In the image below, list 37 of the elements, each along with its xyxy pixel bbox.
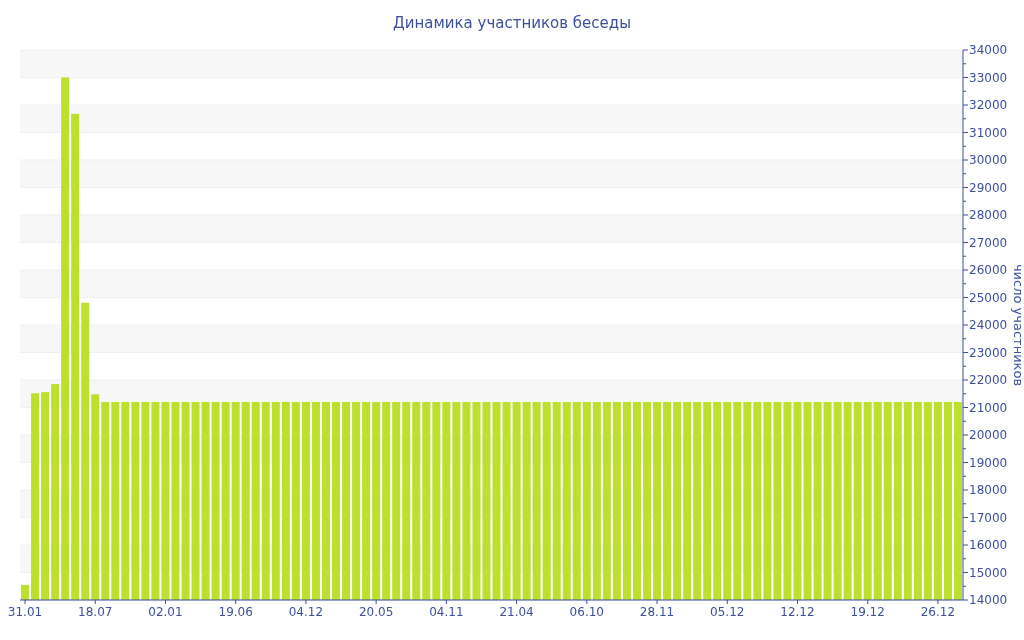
y2-tick-label: 17000 xyxy=(969,510,1008,525)
chart-title: Динамика участников беседы xyxy=(392,14,632,32)
x-tick-label: 04.12 xyxy=(288,605,324,619)
y2-tick-label: 30000 xyxy=(969,153,1008,167)
y2-tick-label: 21000 xyxy=(969,400,1008,415)
y2-tick-label: 26000 xyxy=(969,263,1008,277)
y2-tick-label: 18000 xyxy=(969,483,1008,497)
x-tick-label: 02.01 xyxy=(148,605,183,619)
x-tick-label: 06.10 xyxy=(569,605,604,619)
y2-tick-label: 23000 xyxy=(969,345,1008,360)
x-tick-label: 28.11 xyxy=(639,605,675,619)
x-tick-label: 26.12 xyxy=(920,605,956,619)
y2-axis-title: число участников xyxy=(1011,263,1024,387)
x-tick-label: 18.07 xyxy=(78,605,113,619)
y2-tick-label: 16000 xyxy=(969,538,1008,552)
x-tick-label: 04.11 xyxy=(429,605,464,619)
y2-tick-label: 24000 xyxy=(969,318,1008,332)
x-tick-label: 19.06 xyxy=(218,605,253,619)
y2-tick-label: 25000 xyxy=(969,290,1008,305)
y2-tick-label: 29000 xyxy=(969,180,1008,195)
y2-tick-label: 32000 xyxy=(969,98,1008,112)
y2-tick-label: 22000 xyxy=(969,373,1008,387)
x-tick-label: 19.12 xyxy=(850,605,885,619)
x-tick-label: 20.05 xyxy=(358,605,394,619)
x-tick-label: 12.12 xyxy=(780,605,815,619)
y2-tick-label: 20000 xyxy=(969,428,1008,442)
y2-tick-label: 33000 xyxy=(969,70,1008,85)
y2-tick-label: 14000 xyxy=(969,593,1008,607)
y2-tick-label: 28000 xyxy=(969,208,1008,222)
y2-tick-label: 27000 xyxy=(969,235,1008,250)
y2-tick-label: 31000 xyxy=(969,125,1008,140)
x-tick-label: 21.04 xyxy=(499,605,534,619)
y2-tick-label: 34000 xyxy=(969,43,1008,57)
x-tick-label: 31.01 xyxy=(7,605,43,619)
y2-tick-label: 15000 xyxy=(969,565,1008,580)
x-tick-label: 05.12 xyxy=(710,605,745,619)
y2-tick-label: 19000 xyxy=(969,455,1008,470)
